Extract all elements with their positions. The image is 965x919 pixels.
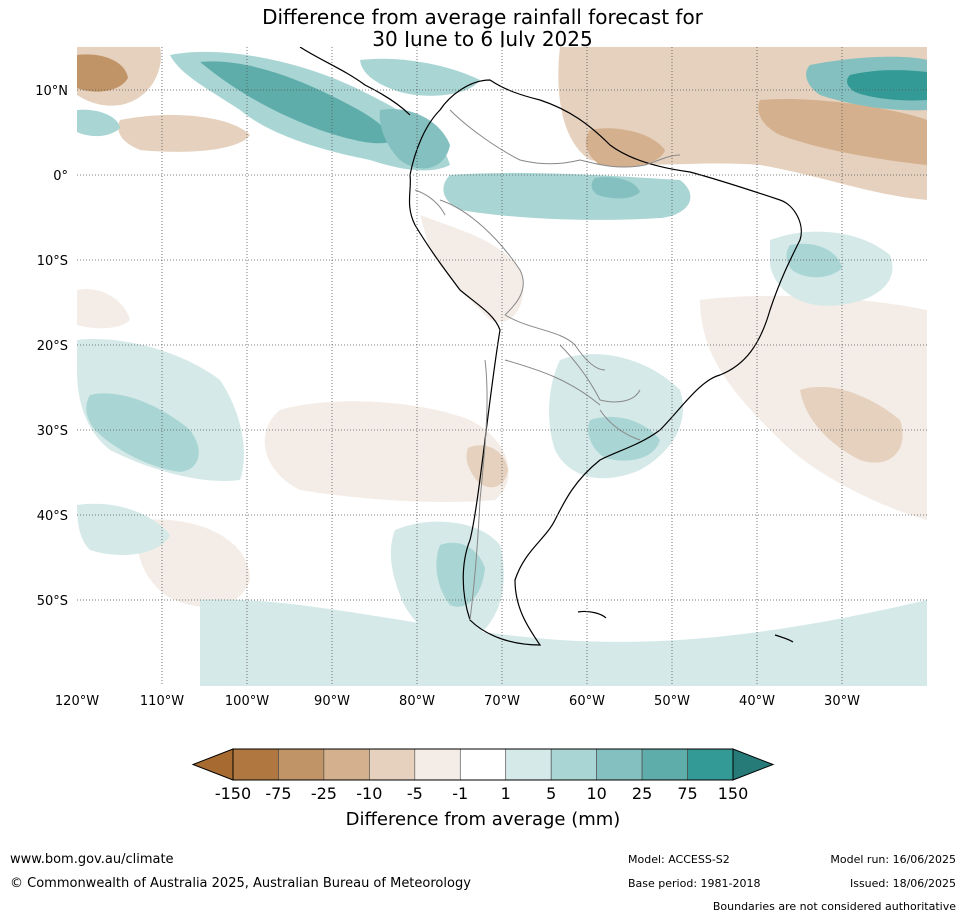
colorbar-title: Difference from average (mm) bbox=[346, 809, 621, 830]
region-colombia-wet bbox=[379, 109, 450, 169]
region-south-pacific-wet-core bbox=[86, 393, 199, 472]
region-amazon-mouth-wet-core bbox=[591, 177, 640, 199]
colorbar-cell bbox=[414, 748, 461, 781]
lat-label: 10°N bbox=[35, 84, 68, 99]
border-uruguay bbox=[599, 409, 641, 441]
lon-label: 40°W bbox=[739, 694, 775, 709]
lon-label: 100°W bbox=[225, 694, 269, 709]
lon-label: 60°W bbox=[569, 694, 605, 709]
region-south-atlantic-wet bbox=[200, 599, 927, 686]
colorbar-label: -10 bbox=[356, 784, 382, 803]
lon-label: 70°W bbox=[484, 694, 520, 709]
coastline-south-georgia bbox=[774, 634, 794, 643]
footer-url[interactable]: www.bom.gov.au/climate bbox=[10, 852, 174, 867]
region-central-chile-dry-core bbox=[466, 445, 508, 488]
footer-issued: Issued: 18/06/2025 bbox=[849, 877, 956, 890]
lat-label: 10°S bbox=[37, 254, 68, 269]
footer-model-run: Model run: 16/06/2025 bbox=[830, 853, 956, 866]
region-north-atlantic-wet-core bbox=[847, 70, 927, 101]
lat-label: 30°S bbox=[37, 424, 68, 439]
colorbar-cell bbox=[232, 748, 279, 781]
colorbar-cell bbox=[687, 748, 734, 781]
colorbar-cell bbox=[550, 748, 597, 781]
colorbar-min-arrow bbox=[191, 748, 234, 781]
footer-disclaimer: Boundaries are not considered authoritat… bbox=[712, 900, 956, 913]
colorbar-max-arrow bbox=[732, 748, 775, 781]
map-title-line-1: Difference from average rainfall forecas… bbox=[262, 5, 703, 29]
coastline-south-america bbox=[408, 79, 802, 646]
lon-label: 110°W bbox=[140, 694, 184, 709]
lat-label: 20°S bbox=[37, 339, 68, 354]
colorbar-cell bbox=[459, 748, 507, 781]
region-caribbean-wet bbox=[360, 58, 480, 96]
coastline-falklands bbox=[577, 610, 607, 619]
region-brazil-east-wet-core bbox=[786, 243, 842, 278]
colorbar-cell bbox=[323, 748, 370, 781]
colorbar: -150 -75 -25 -10 -5 -1 1 5 10 25 75 150 Difference … bbox=[191, 748, 775, 830]
region-east-pacific-wet bbox=[77, 109, 120, 137]
colorbar-label: -75 bbox=[265, 784, 291, 803]
lon-label: 50°W bbox=[654, 694, 690, 709]
colorbar-cell bbox=[641, 748, 688, 781]
colorbar-label: 75 bbox=[677, 784, 697, 803]
border-ecuador bbox=[414, 189, 446, 216]
footer-base-period: Base period: 1981-2018 bbox=[628, 877, 761, 890]
lat-label: 40°S bbox=[37, 509, 68, 524]
footer-model: Model: ACCESS-S2 bbox=[628, 853, 730, 866]
lon-label: 90°W bbox=[314, 694, 350, 709]
border-bolivia bbox=[504, 314, 606, 371]
colorbar-cell bbox=[596, 748, 643, 781]
lat-label: 50°S bbox=[37, 594, 68, 609]
country-borders bbox=[414, 109, 681, 621]
colorbar-label: -25 bbox=[311, 784, 337, 803]
colorbar-label: 1 bbox=[501, 784, 511, 803]
lon-label: 120°W bbox=[55, 694, 99, 709]
region-north-pacific-dry-core bbox=[77, 54, 128, 92]
colorbar-cell bbox=[369, 748, 416, 781]
colorbar-label: 150 bbox=[718, 784, 749, 803]
region-pacific-dry-band bbox=[118, 115, 251, 152]
border-peru-brazil bbox=[439, 199, 524, 316]
colorbar-label: 10 bbox=[586, 784, 606, 803]
border-paraguay bbox=[559, 344, 641, 403]
border-argentina-chile bbox=[469, 359, 488, 621]
coastlines bbox=[299, 47, 802, 646]
region-pacific-dry-west bbox=[77, 289, 130, 329]
colorbar-label: -1 bbox=[452, 784, 468, 803]
graticule bbox=[77, 47, 927, 686]
region-north-pacific-wet-core bbox=[200, 61, 395, 144]
footer-copyright: © Commonwealth of Australia 2025, Austra… bbox=[10, 876, 471, 891]
colorbar-outline bbox=[232, 748, 734, 781]
lon-axis-labels: 120°W 110°W 100°W 90°W 80°W 70°W 60°W 50… bbox=[55, 694, 860, 709]
region-south-atlantic-dry-core bbox=[800, 386, 903, 463]
region-peru-dry bbox=[420, 215, 524, 322]
coastline-central-america bbox=[299, 47, 411, 116]
border-argentina-north bbox=[504, 359, 601, 406]
colorbar-cell bbox=[278, 748, 325, 781]
lat-axis-labels: 10°N 0° 10°S 20°S 30°S 40°S 50°S bbox=[35, 84, 68, 609]
lat-label: 0° bbox=[53, 169, 68, 184]
colorbar-label: -5 bbox=[407, 784, 423, 803]
rainfall-anomaly-layer bbox=[77, 47, 927, 686]
region-guiana-dry bbox=[586, 128, 665, 167]
border-colombia-venezuela bbox=[449, 109, 581, 165]
region-amazon-mouth-wet bbox=[443, 172, 691, 220]
border-guianas bbox=[579, 154, 681, 168]
region-south-pacific-wet-south bbox=[77, 503, 170, 555]
colorbar-label: -150 bbox=[215, 784, 251, 803]
colorbar-label: 25 bbox=[632, 784, 652, 803]
region-central-chile-dry bbox=[264, 401, 509, 502]
region-uruguay-wet-core bbox=[588, 416, 660, 461]
colorbar-cell bbox=[505, 748, 552, 781]
colorbar-label: 5 bbox=[546, 784, 556, 803]
lon-label: 80°W bbox=[399, 694, 435, 709]
lon-label: 30°W bbox=[824, 694, 860, 709]
region-north-atlantic-dry-core bbox=[758, 99, 927, 165]
